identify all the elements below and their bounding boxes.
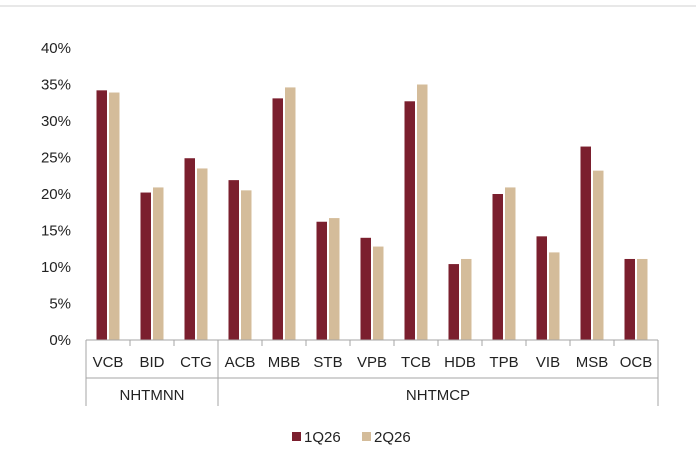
bar-1q26-hdb: [448, 264, 459, 340]
bar-2q26-mbb: [285, 87, 296, 340]
bars: [96, 84, 648, 341]
category-label-bid: BID: [139, 354, 164, 371]
bar-1q26-stb: [316, 221, 327, 340]
axes: [85, 339, 659, 406]
category-label-vib: VIB: [536, 354, 560, 371]
category-labels: VCB BID CTG ACB MBB STB VPB TCB HDB TPB VIB MSB OCB: [93, 354, 653, 371]
category-label-hdb: HDB: [444, 354, 476, 371]
category-label-tcb: TCB: [401, 354, 431, 371]
category-label-ocb: OCB: [620, 354, 653, 371]
bar-2q26-vpb: [373, 246, 384, 340]
y-tick-label: 5%: [49, 296, 71, 313]
bar-2q26-msb: [593, 170, 604, 340]
legend: 1Q26 2Q26: [292, 429, 411, 446]
bar-2q26-tpb: [505, 187, 516, 340]
legend-label-1q26: 1Q26: [304, 429, 341, 446]
category-label-ctg: CTG: [180, 354, 212, 371]
y-tick-label: 25%: [41, 150, 71, 167]
bar-2q26-hdb: [461, 258, 472, 340]
bar-1q26-tpb: [492, 194, 503, 340]
y-tick-label: 30%: [41, 113, 71, 130]
group-label-nhtmcp: NHTMCP: [406, 387, 470, 404]
y-tick-label: 15%: [41, 223, 71, 240]
group-labels: NHTMNN NHTMCP: [120, 387, 471, 404]
legend-label-2q26: 2Q26: [374, 429, 411, 446]
y-tick-label: 20%: [41, 186, 71, 203]
bar-1q26-bid: [140, 192, 151, 340]
bar-2q26-bid: [153, 187, 164, 340]
category-label-mbb: MBB: [268, 354, 301, 371]
bar-1q26-tcb: [404, 101, 415, 340]
bar-2q26-ctg: [197, 168, 208, 340]
category-label-vpb: VPB: [357, 354, 387, 371]
bar-1q26-vcb: [96, 90, 107, 340]
y-tick-label: 40%: [41, 40, 71, 57]
bar-1q26-ctg: [184, 158, 195, 340]
y-axis-ticks: 0% 5% 10% 15% 20% 25% 30% 35% 40%: [41, 40, 71, 349]
bar-1q26-ocb: [624, 258, 635, 340]
bar-1q26-vpb: [360, 237, 371, 340]
legend-swatch-1q26: [292, 432, 301, 441]
category-label-msb: MSB: [576, 354, 609, 371]
bar-2q26-stb: [329, 218, 340, 340]
category-label-tpb: TPB: [489, 354, 518, 371]
y-tick-label: 35%: [41, 77, 71, 94]
bar-2q26-tcb: [417, 84, 428, 340]
bar-2q26-ocb: [637, 258, 648, 340]
bar-1q26-vib: [536, 236, 547, 340]
bar-1q26-mbb: [272, 98, 283, 341]
y-tick-label: 10%: [41, 259, 71, 276]
legend-swatch-2q26: [362, 432, 371, 441]
category-label-acb: ACB: [225, 354, 256, 371]
bar-2q26-vcb: [109, 92, 120, 340]
bar-2q26-acb: [241, 190, 252, 340]
y-tick-label: 0%: [49, 332, 71, 349]
group-label-nhtmnn: NHTMNN: [120, 387, 185, 404]
bar-1q26-acb: [228, 180, 239, 340]
category-label-stb: STB: [313, 354, 342, 371]
bar-1q26-msb: [580, 146, 591, 340]
category-label-vcb: VCB: [93, 354, 124, 371]
bar-2q26-vib: [549, 252, 560, 340]
